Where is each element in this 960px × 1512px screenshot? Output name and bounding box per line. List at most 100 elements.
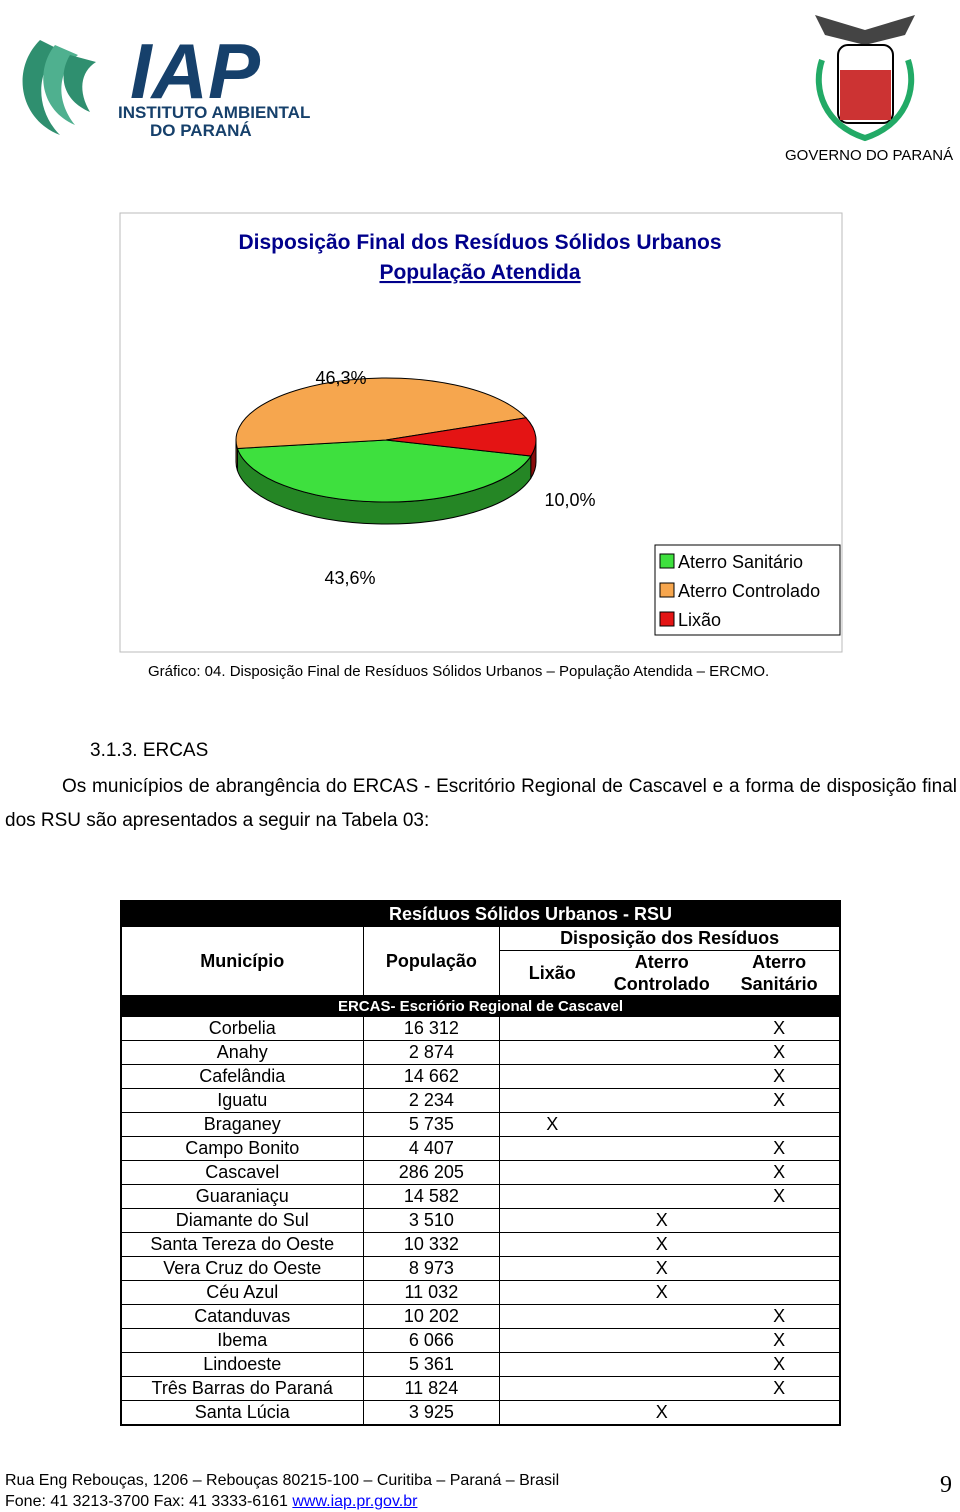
- table-cell: 4 407: [363, 1136, 501, 1161]
- logo-line: DO PARANÁ: [150, 121, 252, 140]
- table-cell: 8 973: [363, 1256, 501, 1281]
- table-cell: X: [719, 1376, 840, 1401]
- legend-label: Lixão: [678, 610, 721, 630]
- table-row: Anahy 2 874 X: [121, 1040, 840, 1065]
- footer-phone: Fone: 41 3213-3700 Fax: 41 3333-6161: [5, 1493, 288, 1510]
- table-row: Santa Tereza do Oeste 10 332 X: [121, 1232, 840, 1257]
- table-cell: [719, 1208, 840, 1233]
- table-cell: [604, 1376, 720, 1401]
- table-cell: [604, 1352, 720, 1377]
- table-cell: [499, 1256, 605, 1281]
- government: GOVERNO DO PARANÁ: [785, 147, 953, 164]
- table-cell: [499, 1232, 605, 1257]
- table-cell: [499, 1280, 605, 1305]
- table-title: Resíduos Sólidos Urbanos - RSU: [121, 901, 840, 927]
- table-cell: [499, 1352, 605, 1377]
- legend-swatch: [659, 553, 675, 569]
- table-cell: 11 824: [363, 1376, 501, 1401]
- table-cell: 16 312: [363, 1016, 501, 1041]
- table-cell: 5 735: [363, 1112, 501, 1137]
- table-cell: Iguatu: [121, 1088, 364, 1113]
- table-cell: Diamante do Sul: [121, 1208, 364, 1233]
- table-cell: [604, 1112, 720, 1137]
- table-cell: 14 662: [363, 1064, 501, 1089]
- table-cell: Guaraniaçu: [121, 1184, 364, 1209]
- table-cell: 286 205: [363, 1160, 501, 1185]
- table-cell: [499, 1160, 605, 1185]
- section-heading: 3.1.3. ERCAS: [90, 740, 209, 761]
- table-cell: [604, 1184, 720, 1209]
- table-cell: [499, 1040, 605, 1065]
- table-cell: X: [604, 1232, 720, 1257]
- table-cell: X: [604, 1208, 720, 1233]
- table-cell: 14 582: [363, 1184, 501, 1209]
- table-cell: [604, 1304, 720, 1329]
- table-row: Vera Cruz do Oeste 8 973 X: [121, 1256, 840, 1281]
- table-cell: X: [719, 1088, 840, 1113]
- table-cell: Campo Bonito: [121, 1136, 364, 1161]
- table-row: Ibema 6 066 X: [121, 1328, 840, 1353]
- column-header: Aterro Controlado: [604, 950, 720, 996]
- legend-label: Aterro Controlado: [678, 581, 820, 601]
- table-cell: [499, 1064, 605, 1089]
- table-cell: [499, 1136, 605, 1161]
- table-cell: X: [719, 1064, 840, 1089]
- table-cell: Três Barras do Paraná: [121, 1376, 364, 1401]
- column-header: Aterro Sanitário: [719, 950, 840, 996]
- table-cell: [604, 1040, 720, 1065]
- value-label: 43,6%: [324, 568, 375, 588]
- table-cell: [499, 1328, 605, 1353]
- table-row: Santa Lúcia 3 925 X: [121, 1400, 840, 1426]
- table-cell: [499, 1304, 605, 1329]
- value-label: 46,3%: [315, 368, 366, 388]
- table-row: Corbelia 16 312 X: [121, 1016, 840, 1041]
- table-cell: [499, 1376, 605, 1401]
- table-cell: Céu Azul: [121, 1280, 364, 1305]
- legend-label: Aterro Sanitário: [678, 552, 803, 572]
- table-cell: Corbelia: [121, 1016, 364, 1041]
- table-cell: [719, 1256, 840, 1281]
- table-cell: 11 032: [363, 1280, 501, 1305]
- footer-contact: Fone: 41 3213-3700 Fax: 41 3333-6161 www…: [5, 1493, 417, 1511]
- table-cell: X: [719, 1352, 840, 1377]
- slice: [385, 417, 537, 457]
- table-cell: X: [719, 1040, 840, 1065]
- chart: IAP INSTITUTO AMBIENTAL DO PARANÁ GOVERN…: [22, 15, 953, 680]
- caption: Gráfico: 04. Disposição Final de Resíduo…: [148, 663, 769, 680]
- table-cell: 5 361: [363, 1352, 501, 1377]
- group-header: Disposição dos Resíduos: [499, 926, 840, 951]
- table-cell: [499, 1016, 605, 1041]
- table-cell: X: [719, 1160, 840, 1185]
- table-cell: Santa Tereza do Oeste: [121, 1232, 364, 1257]
- table-cell: [604, 1328, 720, 1353]
- table-cell: X: [719, 1184, 840, 1209]
- table-cell: Santa Lúcia: [121, 1400, 364, 1426]
- table-cell: [499, 1088, 605, 1113]
- table-cell: X: [604, 1400, 720, 1426]
- table-cell: X: [499, 1112, 605, 1137]
- table-row: Campo Bonito 4 407 X: [121, 1136, 840, 1161]
- table-cell: Vera Cruz do Oeste: [121, 1256, 364, 1281]
- table-row: Céu Azul 11 032 X: [121, 1280, 840, 1305]
- column-header: Município: [121, 926, 364, 996]
- table-cell: X: [604, 1256, 720, 1281]
- table-cell: [499, 1400, 605, 1426]
- footer-link[interactable]: www.iap.pr.gov.br: [292, 1493, 418, 1510]
- table-cell: 3 510: [363, 1208, 501, 1233]
- table-cell: Cafelândia: [121, 1064, 364, 1089]
- table-cell: Braganey: [121, 1112, 364, 1137]
- table-cell: [604, 1064, 720, 1089]
- table-cell: [719, 1400, 840, 1426]
- table-cell: X: [719, 1328, 840, 1353]
- legend-swatch: [659, 611, 675, 627]
- value-label: 10,0%: [544, 490, 595, 510]
- table-cell: Catanduvas: [121, 1304, 364, 1329]
- table-cell: [604, 1136, 720, 1161]
- table-cell: Cascavel: [121, 1160, 364, 1185]
- table-row: Três Barras do Paraná 11 824 X: [121, 1376, 840, 1401]
- table-cell: [604, 1016, 720, 1041]
- logo-line: INSTITUTO AMBIENTAL: [118, 103, 310, 122]
- chart-title: Disposição Final dos Resíduos Sólidos Ur…: [238, 231, 721, 254]
- table-cell: [719, 1280, 840, 1305]
